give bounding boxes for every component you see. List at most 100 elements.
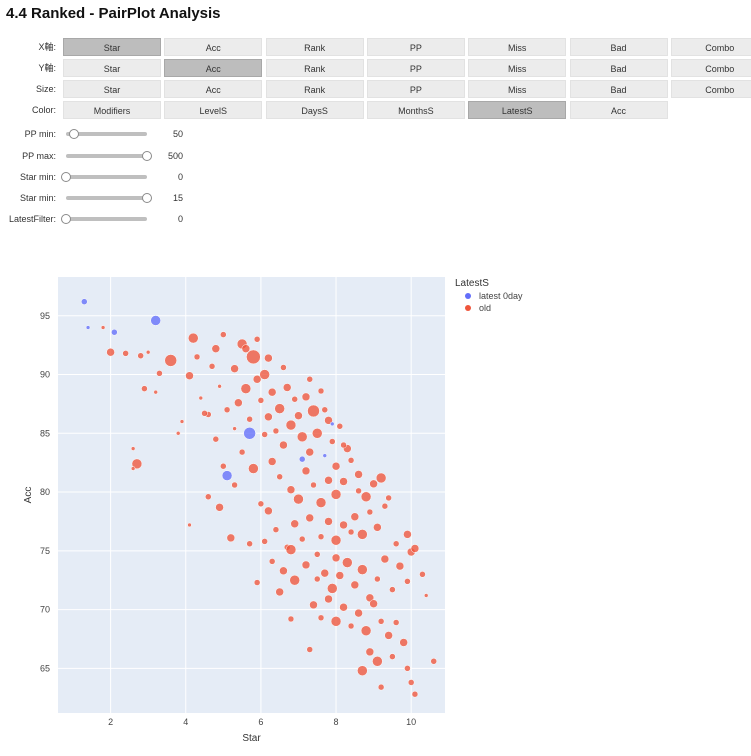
point-old	[198, 395, 204, 401]
point-old	[324, 594, 333, 604]
x-axis-option-rank-button[interactable]: Rank	[265, 38, 364, 56]
color-option-monthss-button[interactable]: MonthsS	[366, 101, 465, 119]
slider-handle-4[interactable]	[61, 214, 71, 224]
point-old	[373, 523, 382, 532]
slider-track-4[interactable]	[61, 214, 147, 224]
slider-label-1: PP max:	[22, 151, 56, 161]
point-latest-0day	[221, 470, 233, 481]
point-old	[301, 392, 311, 402]
point-old	[268, 558, 276, 565]
point-old	[306, 375, 313, 383]
point-old	[410, 544, 420, 553]
point-old	[305, 447, 314, 457]
point-old	[234, 398, 243, 407]
point-old	[392, 540, 400, 548]
size-option-star-button[interactable]: Star	[63, 80, 161, 98]
slider-track-3[interactable]	[66, 193, 152, 203]
y-axis-option-pp-button[interactable]: PP	[366, 59, 465, 77]
slider-track-1[interactable]	[66, 151, 152, 161]
size-option-miss-button[interactable]: Miss	[468, 80, 567, 98]
slider-track-0[interactable]	[66, 129, 147, 139]
y-axis-label: Y軸:	[38, 63, 56, 73]
point-old	[317, 387, 325, 395]
point-old	[354, 470, 363, 479]
x-axis-option-pp-button[interactable]: PP	[366, 38, 465, 56]
point-old	[385, 494, 392, 502]
point-old	[419, 571, 426, 578]
point-old	[241, 344, 251, 353]
point-old	[366, 508, 374, 516]
point-old	[287, 615, 295, 623]
y-tick-label: 90	[40, 370, 50, 380]
point-old	[301, 560, 311, 570]
slider-handle-1[interactable]	[142, 151, 152, 161]
point-old	[179, 419, 185, 424]
point-old	[331, 461, 341, 471]
point-old	[246, 540, 253, 548]
size-option-rank-button[interactable]: Rank	[265, 80, 364, 98]
x-axis-option-bad-button[interactable]: Bad	[569, 38, 668, 56]
color-option-modifiers-button[interactable]: Modifiers	[63, 101, 161, 119]
y-tick-label: 75	[40, 546, 50, 556]
x-axis-option-combo-button[interactable]: Combo	[670, 38, 751, 56]
point-old	[340, 441, 347, 449]
y-axis-option-star-button[interactable]: Star	[63, 59, 161, 77]
x-axis-option-acc-button[interactable]: Acc	[164, 38, 263, 56]
y-axis-option-miss-button[interactable]: Miss	[468, 59, 567, 77]
size-option-acc-button[interactable]: Acc	[164, 80, 263, 98]
point-old	[293, 493, 304, 505]
slider-value-4: 0	[177, 214, 183, 224]
y-axis-option-bad-button[interactable]: Bad	[569, 59, 668, 77]
color-option-latests-button[interactable]: LatestS	[468, 101, 567, 119]
x-axis-option-star-button[interactable]: Star	[63, 38, 161, 56]
x-tick-label: 10	[406, 717, 416, 727]
slider-handle-0[interactable]	[69, 129, 80, 139]
point-old	[329, 438, 336, 445]
point-old	[141, 385, 148, 392]
color-option-levels-button[interactable]: LevelS	[164, 101, 263, 119]
x-axis-option-miss-button[interactable]: Miss	[468, 38, 567, 56]
point-old	[354, 608, 363, 618]
point-old	[252, 374, 262, 384]
color-option-acc-button[interactable]: Acc	[569, 101, 668, 119]
point-old	[336, 423, 344, 430]
slider-handle-2[interactable]	[61, 172, 71, 182]
y-tick-label: 80	[40, 487, 50, 497]
point-old	[290, 519, 299, 529]
y-axis-option-acc-button[interactable]: Acc	[164, 59, 263, 77]
point-old	[321, 406, 329, 414]
point-old	[309, 600, 318, 610]
x-tick-label: 2	[108, 717, 113, 727]
color-option-dayss-button[interactable]: DaysS	[265, 101, 364, 119]
size-option-combo-button[interactable]: Combo	[670, 80, 751, 98]
size-option-pp-button[interactable]: PP	[366, 80, 465, 98]
point-old	[307, 404, 320, 418]
point-old	[407, 679, 415, 686]
point-old	[276, 473, 283, 481]
point-old	[330, 489, 342, 500]
size-option-bad-button[interactable]: Bad	[569, 80, 668, 98]
point-old	[369, 599, 378, 608]
x-axis-label: X軸:	[38, 42, 56, 52]
point-old	[248, 463, 259, 474]
point-old	[335, 571, 345, 580]
point-old	[404, 665, 411, 672]
point-old	[360, 491, 372, 503]
slider-handle-3[interactable]	[142, 193, 152, 203]
point-old	[324, 416, 333, 425]
y-tick-label: 65	[40, 663, 50, 673]
point-old	[339, 602, 348, 612]
y-axis-option-rank-button[interactable]: Rank	[265, 59, 364, 77]
point-old	[395, 561, 405, 571]
point-old	[267, 387, 277, 397]
slider-track-2[interactable]	[61, 172, 147, 182]
y-axis-option-combo-button[interactable]: Combo	[670, 59, 751, 77]
point-old	[156, 370, 163, 377]
point-old	[188, 332, 199, 344]
slider-value-3: 15	[172, 193, 183, 203]
point-old	[339, 520, 348, 530]
point-old	[232, 426, 237, 431]
point-latest-0day	[111, 328, 118, 336]
point-old	[357, 564, 368, 575]
point-latest-0day	[150, 315, 161, 326]
